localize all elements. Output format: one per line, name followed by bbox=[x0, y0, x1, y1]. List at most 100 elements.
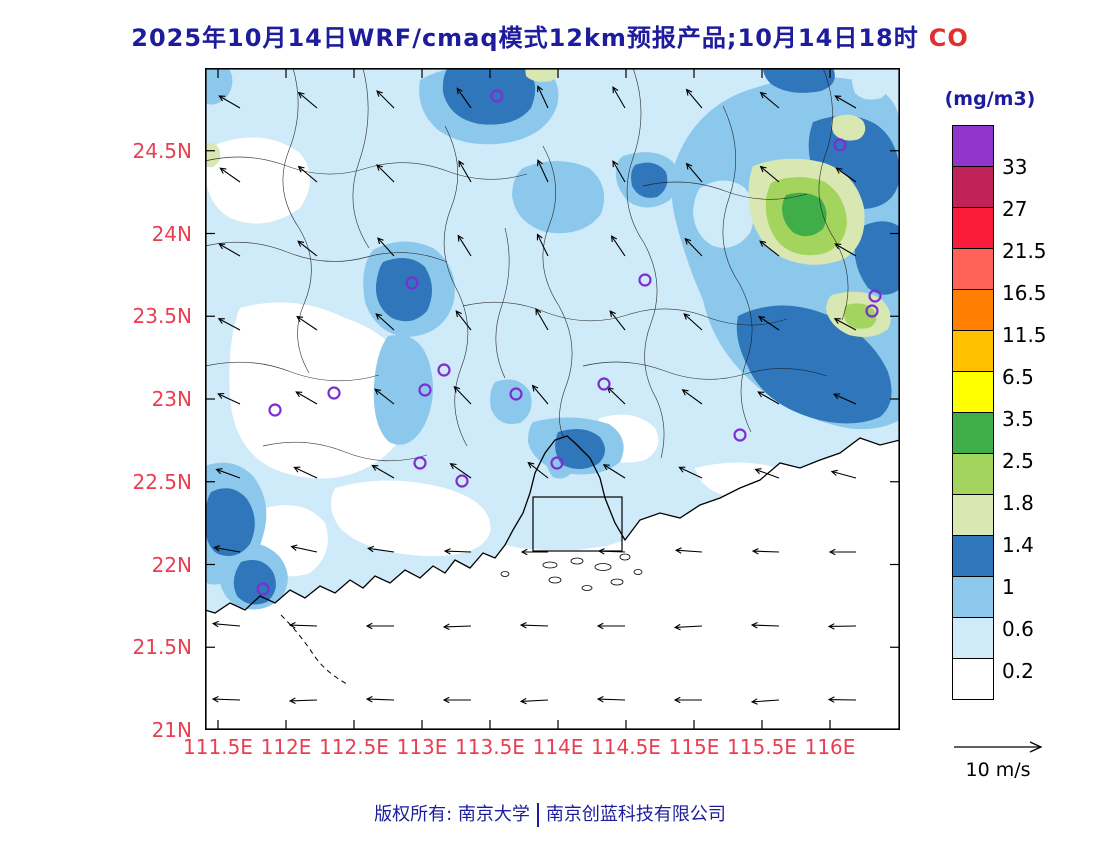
wind-arrow bbox=[681, 389, 703, 405]
station-marker bbox=[733, 428, 747, 442]
colorbar-label: 1 bbox=[1002, 575, 1015, 599]
wind-arrow bbox=[684, 237, 703, 257]
colorbar bbox=[952, 125, 994, 700]
wind-arrow bbox=[456, 87, 472, 109]
y-axis-label: 21N bbox=[151, 718, 192, 742]
colorbar-label: 1.8 bbox=[1002, 491, 1034, 515]
station-marker bbox=[490, 89, 504, 103]
wind-arrow bbox=[834, 95, 857, 109]
colorbar-label: 21.5 bbox=[1002, 239, 1047, 263]
wind-arrow bbox=[612, 86, 626, 109]
colorbar-label: 1.4 bbox=[1002, 533, 1034, 557]
wind-arrow bbox=[297, 91, 318, 109]
wind-arrow bbox=[295, 391, 318, 405]
wind-scale: 10 m/s bbox=[948, 738, 1048, 781]
wind-arrow bbox=[537, 159, 549, 183]
chart-title: 2025年10月14日WRF/cmaq模式12km预报产品;10月14日18时 C… bbox=[0, 18, 1100, 53]
wind-arrow bbox=[519, 697, 549, 705]
colorbar-cell bbox=[952, 535, 994, 577]
wind-arrow bbox=[520, 548, 548, 556]
copyright: 版权所有: 南京大学 南京创蓝科技有限公司 bbox=[0, 802, 1100, 828]
y-axis-label: 22N bbox=[151, 552, 192, 577]
wind-layer bbox=[211, 85, 857, 705]
admin-boundaries bbox=[205, 68, 849, 462]
wind-arrow bbox=[537, 85, 549, 109]
contour-region-mid bbox=[373, 335, 433, 445]
colorbar-label: 27 bbox=[1002, 197, 1028, 221]
station-marker bbox=[509, 387, 523, 401]
wind-arrow bbox=[211, 696, 241, 703]
station-marker bbox=[833, 138, 847, 152]
colorbar-label: 2.5 bbox=[1002, 449, 1034, 473]
wind-arrow bbox=[828, 548, 856, 556]
colorbar-label: 3.5 bbox=[1002, 407, 1034, 431]
colorbar-cell bbox=[952, 125, 994, 167]
station-marker bbox=[413, 456, 427, 470]
wind-arrow bbox=[376, 90, 395, 109]
wind-arrow bbox=[458, 160, 472, 183]
wind-arrow bbox=[759, 240, 780, 257]
wind-arrow bbox=[536, 233, 549, 257]
station-marker bbox=[550, 456, 564, 470]
wind-arrow bbox=[750, 622, 780, 629]
x-axis-label: 114.5E bbox=[591, 735, 661, 759]
contour-region-low bbox=[205, 137, 310, 224]
station-marker bbox=[405, 276, 419, 290]
wind-arrow bbox=[673, 696, 702, 704]
colorbar-label: 11.5 bbox=[1002, 323, 1047, 347]
copyright-company: 南京创蓝科技有限公司 bbox=[545, 804, 726, 825]
wind-arrow bbox=[531, 384, 549, 405]
colorbar-cell bbox=[952, 330, 994, 372]
wind-arrow bbox=[297, 165, 318, 183]
wind-arrow bbox=[527, 461, 549, 479]
station-markers bbox=[256, 89, 882, 596]
wind-arrow bbox=[215, 468, 241, 479]
wind-arrow bbox=[751, 548, 780, 555]
wind-arrow bbox=[457, 234, 472, 257]
coastline bbox=[205, 435, 900, 614]
contour-region-mid bbox=[490, 379, 532, 425]
y-axis-label: 22.5N bbox=[132, 469, 193, 494]
x-axis-label: 112E bbox=[260, 735, 312, 759]
wind-arrow bbox=[685, 162, 703, 183]
contour-region-estuary bbox=[505, 436, 625, 550]
contour-region-dark bbox=[205, 488, 255, 557]
wind-arrow bbox=[211, 620, 241, 628]
wind-arrow bbox=[683, 313, 703, 331]
wind-arrow bbox=[757, 391, 780, 405]
wind-arrow bbox=[673, 623, 703, 631]
contour-region-low bbox=[331, 480, 491, 557]
wind-arrow bbox=[596, 696, 626, 703]
wind-arrow bbox=[365, 696, 395, 703]
contour-region-green bbox=[843, 303, 877, 329]
wind-arrow bbox=[830, 469, 857, 479]
wind-arrow bbox=[442, 696, 471, 704]
wind-arrow bbox=[288, 697, 318, 704]
wind-arrow bbox=[296, 315, 318, 331]
colorbar-label: 33 bbox=[1002, 155, 1028, 179]
contour-region-dark bbox=[375, 258, 433, 322]
colorbar-label: 0.2 bbox=[1002, 659, 1034, 683]
contour-region-green bbox=[205, 142, 221, 168]
wind-arrow bbox=[602, 464, 626, 479]
wind-arrow bbox=[442, 623, 472, 630]
wind-arrow bbox=[293, 466, 318, 479]
wind-arrow bbox=[827, 623, 857, 630]
contour-region-dark bbox=[442, 68, 536, 125]
wind-arrow bbox=[449, 462, 472, 479]
wind-arrow bbox=[365, 622, 394, 630]
x-axis-label: 115.5E bbox=[727, 735, 797, 759]
species-label: CO bbox=[928, 24, 969, 52]
station-marker bbox=[865, 304, 879, 318]
copyright-divider bbox=[536, 803, 539, 827]
wind-scale-arrow-icon bbox=[954, 741, 1043, 753]
wind-arrow bbox=[750, 698, 780, 705]
axis-ticks bbox=[205, 68, 900, 730]
contour-region-mid bbox=[205, 68, 233, 105]
colorbar-cell bbox=[952, 371, 994, 413]
map-plot bbox=[205, 68, 900, 730]
wind-arrow bbox=[597, 548, 626, 555]
wind-arrow bbox=[535, 308, 549, 331]
wind-arrow bbox=[218, 243, 241, 257]
wind-arrow bbox=[213, 545, 241, 553]
